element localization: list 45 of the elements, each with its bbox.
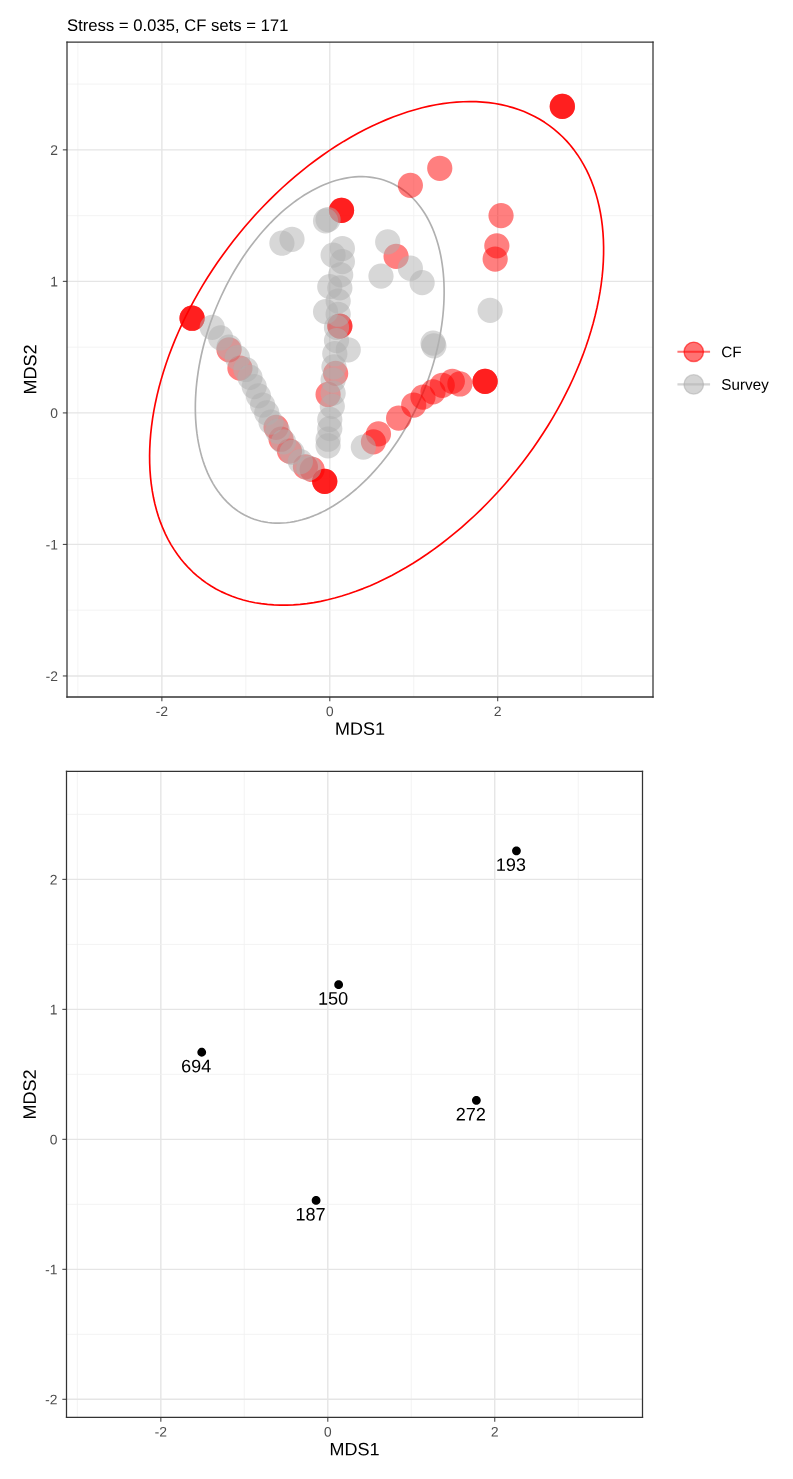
x-axis-title: MDS1 bbox=[336, 722, 385, 736]
chart-title: Stress = 0.035, CF sets = 171 bbox=[67, 19, 288, 34]
point bbox=[409, 270, 435, 296]
point bbox=[279, 226, 305, 252]
point bbox=[512, 846, 521, 856]
point bbox=[311, 1196, 321, 1205]
y-tick-label: -1 bbox=[45, 1264, 57, 1275]
point bbox=[397, 172, 423, 198]
point bbox=[471, 1095, 481, 1105]
x-tick-label: 0 bbox=[324, 1426, 332, 1437]
point bbox=[477, 297, 503, 323]
point bbox=[447, 371, 473, 397]
annotation: 193 bbox=[497, 858, 526, 871]
point bbox=[375, 229, 401, 255]
y-tick-label: -2 bbox=[45, 1394, 57, 1405]
y-axis-title: MDS2 bbox=[23, 345, 37, 394]
y-tick-label: 1 bbox=[50, 1004, 57, 1015]
y-tick-label: 2 bbox=[50, 145, 58, 155]
point bbox=[482, 246, 508, 272]
annotation: 150 bbox=[319, 992, 348, 1005]
y-tick-label: 0 bbox=[50, 408, 58, 419]
point bbox=[315, 433, 341, 459]
y-tick-label: 2 bbox=[50, 874, 57, 885]
x-tick-label: 2 bbox=[494, 706, 501, 717]
y-tick-label: 0 bbox=[50, 1134, 57, 1145]
point bbox=[488, 203, 514, 229]
point bbox=[427, 155, 453, 181]
x-tick-label: 0 bbox=[326, 706, 334, 717]
y-tick-label: 1 bbox=[51, 276, 58, 287]
point bbox=[197, 1047, 207, 1057]
annotation: 187 bbox=[296, 1207, 325, 1221]
point bbox=[334, 980, 344, 990]
legend-label: Survey bbox=[721, 379, 769, 393]
y-tick-label: -1 bbox=[46, 539, 58, 550]
legend-label: CF bbox=[722, 346, 741, 358]
point bbox=[368, 263, 394, 289]
y-axis-title: MDS2 bbox=[23, 1070, 36, 1119]
x-tick-label: 2 bbox=[491, 1426, 498, 1437]
x-tick-label: -2 bbox=[155, 1426, 167, 1437]
y-tick-label: -2 bbox=[46, 671, 58, 681]
annotation: 272 bbox=[456, 1107, 485, 1121]
x-axis-title: MDS1 bbox=[330, 1442, 379, 1456]
point bbox=[350, 434, 376, 460]
annotation: 694 bbox=[182, 1059, 211, 1073]
x-tick-label: -2 bbox=[156, 706, 168, 717]
